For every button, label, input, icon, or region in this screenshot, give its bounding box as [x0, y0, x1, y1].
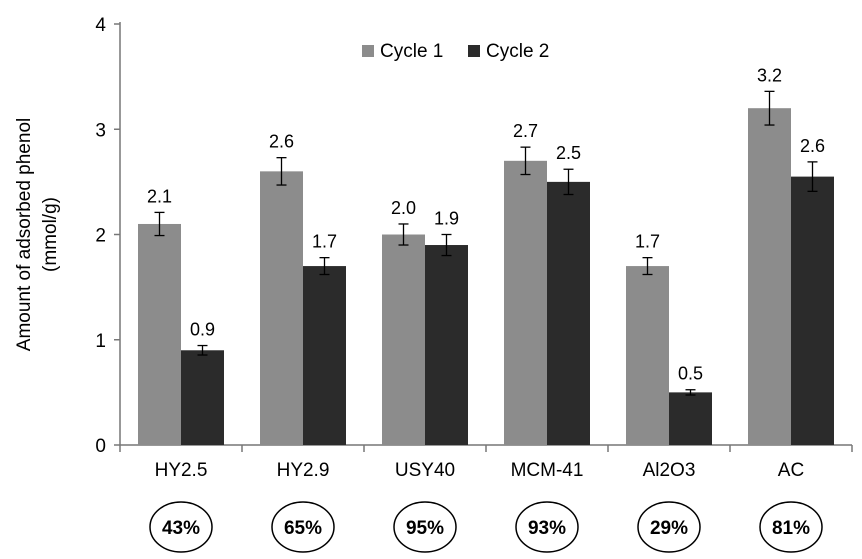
data-label: 2.7: [513, 121, 538, 141]
data-label: 3.2: [757, 65, 782, 85]
retention-circle: [149, 501, 213, 553]
y-tick-label: 0: [95, 436, 106, 457]
y-axis-title-line: (mmol/g): [40, 197, 61, 272]
legend: Cycle 1 Cycle 2: [362, 41, 549, 62]
data-label: 2.6: [800, 136, 825, 156]
category-labels: HY2.5 HY2.9 USY40 MCM-41 Al2O3 AC: [155, 460, 805, 481]
legend-swatch: [468, 45, 480, 57]
data-label: 1.9: [434, 209, 459, 229]
retention-value: 81%: [772, 518, 810, 539]
bars: [138, 90, 834, 446]
bar-cycle-1-usy40: [382, 234, 425, 445]
data-label: 0.9: [190, 320, 215, 340]
bar-cycle-2-mcm-41: [547, 181, 590, 445]
data-label: 2.0: [391, 198, 416, 218]
bar-cycle-2-ac: [791, 176, 834, 446]
data-label: 2.6: [269, 132, 294, 152]
retention-badges: 43% 65% 95% 93% 29% 81%: [149, 501, 823, 553]
bar-cycle-2-hy2.5: [181, 350, 224, 445]
axes: [119, 22, 853, 452]
retention-value: 29%: [650, 518, 688, 539]
legend-label: Cycle 1: [380, 41, 443, 62]
data-label: 1.7: [635, 232, 660, 252]
bar-cycle-1-al2o3: [626, 266, 669, 445]
y-tick-label: 4: [95, 15, 106, 36]
bar-cycle-1-hy2.9: [260, 171, 303, 445]
data-label: 1.7: [312, 232, 337, 252]
data-labels: 2.1 0.9 2.6 1.7 2.0 1.9 2.7 2.5 1.7 0.5 3.2 2.6: [147, 65, 825, 383]
retention-circle: [271, 501, 335, 553]
category-label: Al2O3: [643, 460, 696, 481]
retention-circle: [393, 501, 457, 553]
y-tick-label: 2: [95, 226, 106, 247]
bar-cycle-1-hy2.5: [138, 223, 181, 445]
category-label: AC: [778, 460, 804, 481]
y-tick-label: 1: [95, 331, 106, 352]
retention-circle: [759, 501, 823, 553]
category-label: HY2.9: [277, 460, 330, 481]
retention-circle: [637, 501, 701, 553]
category-label: MCM-41: [511, 460, 584, 481]
bar-cycle-2-usy40: [425, 245, 468, 445]
bar-cycle-1-ac: [748, 108, 791, 445]
y-axis-title: Amount of adsorbed phenol (mmol/g): [14, 118, 61, 351]
category-label: HY2.5: [155, 460, 208, 481]
y-axis-label: Amount of adsorbed phenol (mmol/g): [14, 118, 61, 351]
bar-cycle-2-hy2.9: [303, 266, 346, 445]
legend-swatch: [362, 45, 374, 57]
bar-cycle-2-al2o3: [669, 392, 712, 445]
retention-value: 43%: [162, 518, 200, 539]
data-label: 0.5: [678, 364, 703, 384]
data-label: 2.1: [147, 186, 172, 206]
y-axis-title-line: Amount of adsorbed phenol: [14, 118, 35, 351]
data-label: 2.5: [556, 143, 581, 163]
y-axis-ticks: 0 1 2 3 4: [95, 15, 120, 457]
category-label: USY40: [395, 460, 455, 481]
retention-value: 93%: [528, 518, 566, 539]
retention-value: 95%: [406, 518, 444, 539]
retention-circle: [515, 501, 579, 553]
bar-cycle-1-mcm-41: [504, 160, 547, 445]
y-tick-label: 3: [95, 120, 106, 141]
retention-value: 65%: [284, 518, 322, 539]
legend-label: Cycle 2: [486, 41, 549, 62]
